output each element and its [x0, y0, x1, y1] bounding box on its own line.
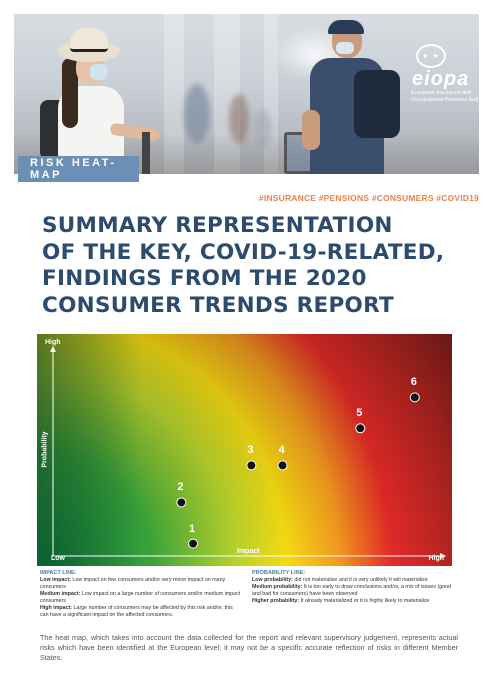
legend-heading: PROBABILITY LINE:: [252, 570, 306, 576]
hair: [62, 58, 78, 128]
legend-term: Medium impact:: [40, 591, 81, 597]
y-axis-high-label: High: [45, 339, 61, 346]
suitcase-handle: [142, 132, 150, 174]
cap: [328, 20, 364, 34]
logo-mark: ★ ★: [422, 52, 440, 60]
legend-term: High impact:: [40, 605, 73, 611]
legend-item: Medium probability: It is too early to d…: [252, 584, 457, 598]
title-line: SUMMARY REPRESENTATION: [42, 213, 393, 238]
hat: [70, 28, 108, 52]
title-line: CONSUMER TRENDS REPORT: [42, 292, 394, 318]
hero-photo: ★ ★ eiopa European Insurance and Occupat…: [14, 14, 479, 174]
risk-point-label: 4: [278, 444, 285, 457]
risk-point-label: 5: [356, 407, 363, 420]
x-axis-title: Impact: [237, 548, 260, 555]
footer-note: The heat map, which takes into account t…: [40, 633, 458, 662]
legend-term: Low impact:: [40, 577, 71, 583]
legend-item: Higher probability: It already materiali…: [252, 598, 457, 605]
backpack: [354, 70, 400, 138]
risk-heat-map: High Low High Impact Probability 1 2 3 4 5 6: [37, 334, 452, 566]
risk-point-5: [355, 423, 366, 434]
title-line: FINDINGS FROM THE 2020: [42, 266, 367, 291]
impact-legend: IMPACT LINE: Low impact: Low impact on f…: [40, 570, 242, 619]
legend-term: Low probability:: [252, 577, 293, 583]
risk-point-6: [409, 392, 420, 403]
logo-subtitle: European Insurance and Occupational Pens…: [411, 90, 479, 103]
legend-text: Low impact on few consumers and/or very …: [40, 577, 226, 590]
arm: [302, 110, 320, 150]
title-line: OF THE KEY, COVID-19-RELATED,: [42, 239, 445, 265]
risk-point-3: [246, 460, 257, 471]
legend-text: did not materialize and it is very unlik…: [292, 577, 428, 583]
risk-point-4: [277, 460, 288, 471]
y-axis-title: Probability: [41, 431, 49, 468]
legend-item: High impact: Large number of consumers m…: [40, 605, 242, 619]
y-axis-arrow-icon: [50, 346, 56, 352]
legend-item: Low impact: Low impact on few consumers …: [40, 577, 242, 591]
background-traveller: [229, 94, 249, 144]
section-band: RISK HEAT-MAP: [18, 156, 139, 182]
legend-item: Low probability: did not materialize and…: [252, 577, 457, 584]
axis-low-label: Low: [51, 555, 65, 562]
risk-point-label: 1: [189, 522, 196, 535]
risk-point-label: 2: [177, 481, 184, 494]
heat-map-canvas: [37, 334, 452, 566]
x-axis-arrow-icon: [440, 553, 446, 559]
legend-text: Large number of consumers may be affecte…: [40, 605, 233, 618]
eu-stars-icon: ★ ★: [416, 44, 446, 68]
legend-text: Low impact on a large number of consumer…: [40, 591, 241, 604]
hashtags: #INSURANCE #PENSIONS #CONSUMERS #COVID19: [258, 193, 479, 203]
logo-wordmark: eiopa: [412, 68, 470, 90]
risk-point-label: 6: [410, 376, 417, 389]
page-title: SUMMARY REPRESENTATION OF THE KEY, COVID…: [42, 213, 462, 319]
legend-term: Medium probability:: [252, 584, 303, 590]
face-mask: [336, 42, 354, 54]
data-points: [176, 392, 420, 549]
legend-text: It already materialized or it is highly …: [299, 598, 430, 604]
x-axis-high-label: High: [428, 555, 444, 562]
risk-point-2: [176, 497, 187, 508]
heat-shade: [37, 334, 452, 566]
probability-legend: PROBABILITY LINE: Low probability: did n…: [252, 570, 457, 605]
risk-point-label: 3: [247, 444, 254, 457]
legend-heading: IMPACT LINE:: [40, 570, 77, 576]
face-mask: [90, 64, 108, 80]
legend-text: It is too early to draw conclusions and/…: [252, 584, 452, 597]
legend-item: Medium impact: Low impact on a large num…: [40, 591, 242, 605]
legend-term: Higher probability:: [252, 598, 300, 604]
risk-point-1: [188, 538, 199, 549]
